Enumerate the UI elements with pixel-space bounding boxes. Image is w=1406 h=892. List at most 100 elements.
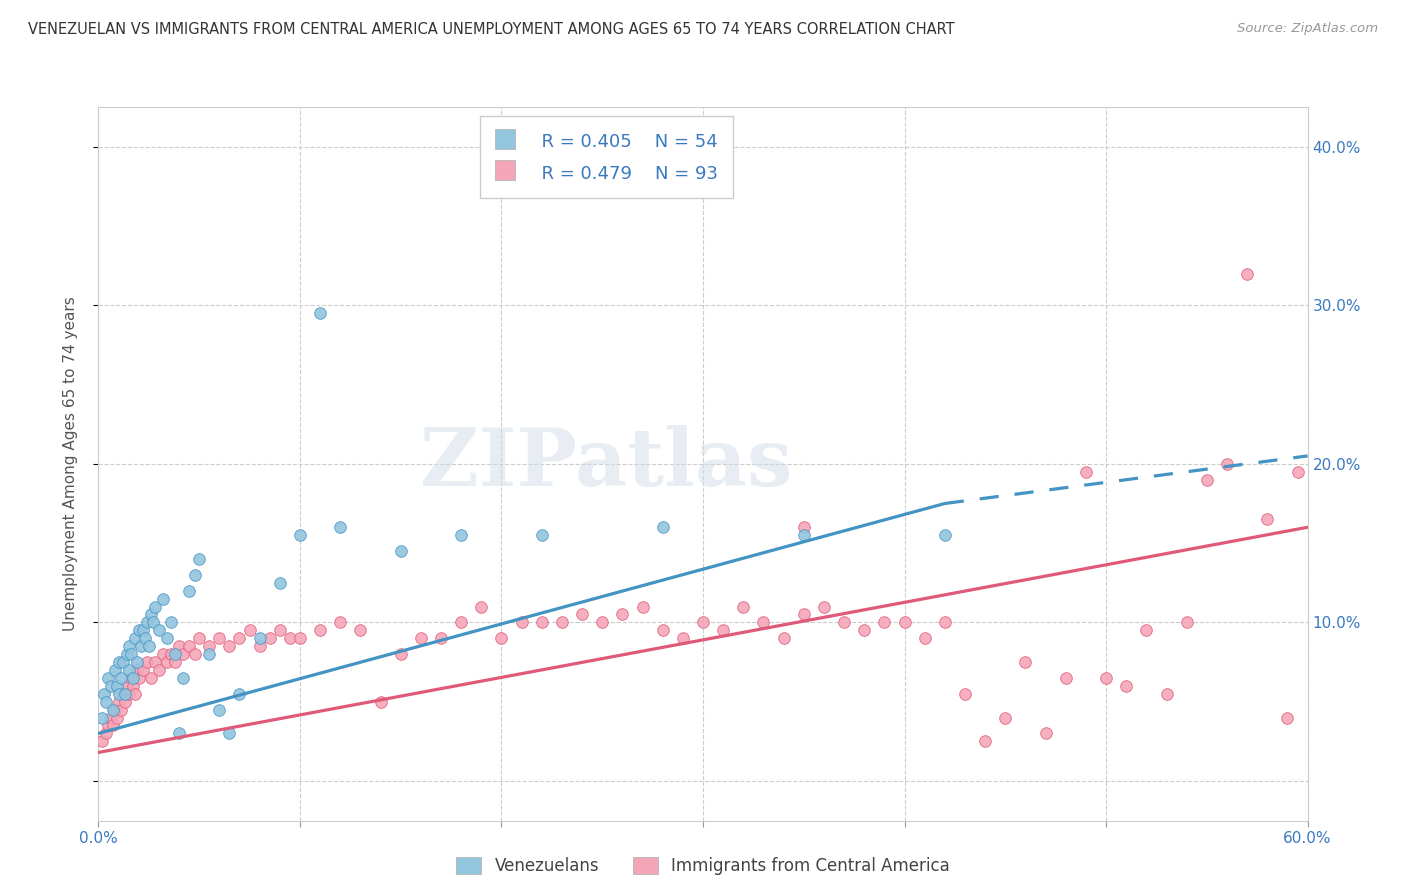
Point: [172, 647, 194, 661]
Point: [349, 624, 371, 638]
Point: [107, 687, 129, 701]
Point: [139, 671, 162, 685]
Point: [114, 687, 136, 701]
Point: [179, 583, 201, 598]
Point: [389, 647, 412, 661]
Point: [184, 567, 207, 582]
Point: [103, 703, 125, 717]
Point: [198, 639, 221, 653]
Point: [249, 632, 271, 646]
Point: [491, 632, 513, 646]
Point: [974, 734, 997, 748]
Point: [953, 687, 976, 701]
Point: [470, 599, 492, 614]
Point: [711, 624, 734, 638]
Point: [793, 520, 815, 534]
Point: [179, 639, 201, 653]
Point: [218, 639, 240, 653]
Point: [100, 710, 122, 724]
Point: [450, 528, 472, 542]
Point: [1286, 465, 1309, 479]
Point: [832, 615, 855, 630]
Point: [1236, 267, 1258, 281]
Point: [793, 528, 815, 542]
Point: [124, 687, 146, 701]
Point: [93, 687, 115, 701]
Point: [135, 615, 157, 630]
Point: [1135, 624, 1157, 638]
Point: [370, 695, 392, 709]
Point: [156, 632, 179, 646]
Y-axis label: Unemployment Among Ages 65 to 74 years: Unemployment Among Ages 65 to 74 years: [63, 296, 77, 632]
Point: [132, 624, 155, 638]
Point: [118, 663, 141, 677]
Point: [228, 632, 250, 646]
Point: [651, 520, 673, 534]
Point: [1115, 679, 1137, 693]
Point: [188, 552, 211, 566]
Point: [128, 624, 150, 638]
Point: [249, 639, 271, 653]
Point: [612, 607, 634, 622]
Point: [97, 718, 120, 732]
Point: [110, 671, 132, 685]
Point: [184, 647, 207, 661]
Point: [1054, 671, 1077, 685]
Point: [733, 599, 755, 614]
Point: [1074, 465, 1097, 479]
Point: [1156, 687, 1178, 701]
Point: [198, 647, 221, 661]
Point: [239, 624, 262, 638]
Point: [118, 687, 141, 701]
Point: [288, 632, 311, 646]
Point: [530, 615, 553, 630]
Point: [91, 734, 114, 748]
Point: [934, 528, 956, 542]
Point: [530, 528, 553, 542]
Point: [163, 647, 186, 661]
Point: [138, 639, 160, 653]
Point: [1035, 726, 1057, 740]
Point: [631, 599, 654, 614]
Point: [129, 639, 152, 653]
Point: [571, 607, 593, 622]
Point: [156, 655, 179, 669]
Point: [97, 671, 120, 685]
Point: [121, 671, 143, 685]
Point: [100, 679, 122, 693]
Point: [110, 703, 132, 717]
Point: [107, 695, 129, 709]
Point: [152, 591, 174, 606]
Point: [120, 647, 142, 661]
Point: [1256, 512, 1278, 526]
Point: [107, 655, 129, 669]
Point: [121, 679, 143, 693]
Point: [218, 726, 240, 740]
Point: [551, 615, 574, 630]
Point: [148, 663, 170, 677]
Point: [1195, 473, 1218, 487]
Point: [651, 624, 673, 638]
Point: [160, 615, 183, 630]
Point: [278, 632, 301, 646]
Point: [135, 655, 157, 669]
Point: [91, 710, 114, 724]
Point: [288, 528, 311, 542]
Point: [118, 639, 141, 653]
Point: [994, 710, 1017, 724]
Point: [389, 544, 412, 558]
Point: [914, 632, 936, 646]
Point: [692, 615, 714, 630]
Point: [450, 615, 472, 630]
Point: [96, 726, 118, 740]
Point: [132, 663, 155, 677]
Point: [125, 663, 148, 677]
Point: [259, 632, 281, 646]
Point: [329, 615, 352, 630]
Point: [124, 632, 146, 646]
Point: [793, 607, 815, 622]
Point: [152, 647, 174, 661]
Point: [208, 632, 231, 646]
Point: [510, 615, 533, 630]
Point: [672, 632, 695, 646]
